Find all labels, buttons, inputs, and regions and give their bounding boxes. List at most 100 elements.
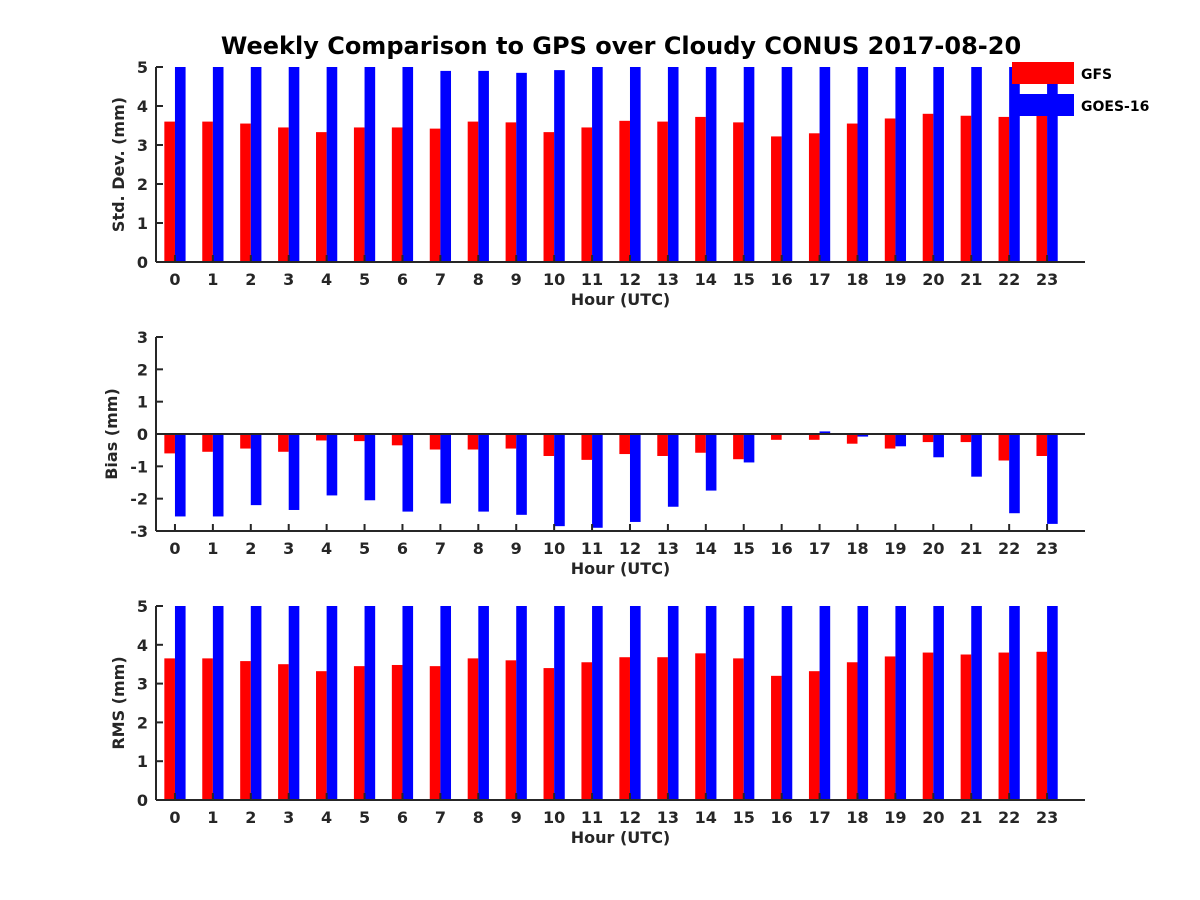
bar-goes-16-hour-16 [781, 67, 793, 262]
bar-gfs-hour-14 [695, 434, 706, 453]
bar-gfs-hour-11 [581, 662, 593, 800]
x-tick-label: 13 [657, 270, 679, 289]
y-tick-label: 3 [137, 675, 148, 694]
x-tick-label: 9 [511, 808, 522, 827]
bar-goes-16-hour-6 [402, 67, 414, 262]
x-tick-label: 18 [846, 539, 868, 558]
x-tick-label: 19 [884, 539, 906, 558]
x-axis-label: Hour (UTC) [571, 290, 671, 309]
legend: GFS GOES-16 [1012, 62, 1149, 116]
bar-goes-16-hour-5 [364, 606, 376, 800]
legend-swatch-gfs [1012, 62, 1074, 84]
bar-gfs-hour-15 [733, 658, 744, 800]
x-tick-label: 1 [207, 539, 218, 558]
y-axis-label: RMS (mm) [109, 656, 128, 749]
x-tick-label: 21 [960, 808, 982, 827]
bar-gfs-hour-9 [505, 660, 517, 800]
x-tick-label: 10 [543, 539, 565, 558]
y-tick-label: -3 [130, 522, 148, 541]
bar-goes-16-hour-11 [592, 67, 603, 262]
bar-goes-16-hour-22 [1009, 606, 1020, 800]
bar-goes-16-hour-8 [478, 434, 489, 512]
bar-goes-16-hour-3 [288, 606, 300, 800]
bar-gfs-hour-22 [998, 116, 1010, 262]
bar-gfs-hour-11 [581, 434, 593, 460]
bar-goes-16-hour-0 [174, 434, 186, 517]
x-axis-label: Hour (UTC) [571, 828, 671, 847]
x-tick-label: 11 [581, 270, 603, 289]
bar-gfs-hour-12 [619, 120, 630, 262]
bar-gfs-hour-10 [543, 132, 555, 262]
bar-goes-16-hour-19 [895, 67, 907, 262]
bar-goes-16-hour-4 [326, 434, 338, 496]
x-tick-label: 3 [283, 808, 294, 827]
x-tick-label: 13 [657, 539, 679, 558]
bar-gfs-hour-20 [922, 113, 934, 262]
x-tick-label: 22 [998, 270, 1020, 289]
bar-goes-16-hour-13 [667, 67, 679, 262]
bar-gfs-hour-13 [657, 121, 668, 262]
x-tick-label: 10 [543, 808, 565, 827]
y-axis-label: Std. Dev. (mm) [109, 97, 128, 232]
bar-gfs-hour-8 [467, 658, 479, 800]
bar-gfs-hour-19 [884, 434, 896, 449]
x-tick-label: 0 [169, 270, 180, 289]
bar-gfs-hour-23 [1036, 115, 1048, 262]
bar-goes-16-hour-4 [326, 67, 338, 262]
x-tick-label: 16 [771, 808, 793, 827]
bar-goes-16-hour-3 [288, 67, 300, 262]
bar-gfs-hour-21 [960, 115, 972, 262]
bar-gfs-hour-21 [960, 434, 972, 443]
legend-swatch-goes-16 [1012, 94, 1074, 116]
bar-gfs-hour-7 [429, 128, 441, 262]
x-tick-label: 20 [922, 270, 944, 289]
bar-goes-16-hour-12 [629, 67, 641, 262]
bar-goes-16-hour-19 [895, 434, 907, 447]
bar-gfs-hour-19 [884, 656, 896, 800]
y-tick-label: 0 [137, 425, 148, 444]
bar-goes-16-hour-6 [402, 434, 414, 512]
bar-goes-16-hour-6 [402, 606, 414, 800]
bar-goes-16-hour-18 [857, 67, 869, 262]
bar-goes-16-hour-11 [592, 434, 603, 528]
bar-goes-16-hour-2 [250, 606, 262, 800]
bar-goes-16-hour-23 [1047, 434, 1058, 524]
bar-gfs-hour-18 [846, 434, 858, 444]
x-tick-label: 15 [733, 270, 755, 289]
bar-goes-16-hour-22 [1009, 67, 1020, 262]
bar-gfs-hour-9 [505, 434, 517, 449]
x-tick-label: 16 [771, 539, 793, 558]
y-tick-label: 4 [137, 636, 148, 655]
bar-gfs-hour-12 [619, 434, 630, 455]
bar-gfs-hour-3 [278, 434, 289, 452]
x-tick-label: 1 [207, 808, 218, 827]
bar-goes-16-hour-21 [971, 606, 982, 800]
x-tick-label: 18 [846, 270, 868, 289]
x-tick-label: 2 [245, 539, 256, 558]
bar-gfs-hour-3 [278, 127, 289, 262]
bar-gfs-hour-0 [164, 121, 175, 262]
bar-gfs-hour-0 [164, 434, 175, 454]
y-tick-label: -2 [130, 490, 148, 509]
bar-goes-16-hour-20 [933, 434, 944, 458]
x-tick-label: 0 [169, 539, 180, 558]
bar-gfs-hour-9 [505, 122, 517, 262]
bar-goes-16-hour-18 [857, 606, 869, 800]
bar-gfs-hour-2 [240, 434, 251, 449]
y-tick-label: 1 [137, 214, 148, 233]
bar-gfs-hour-4 [316, 671, 327, 800]
x-tick-label: 2 [245, 808, 256, 827]
bar-goes-16-hour-21 [971, 67, 982, 262]
bar-goes-16-hour-10 [554, 434, 565, 527]
bar-gfs-hour-15 [733, 434, 744, 460]
y-tick-label: 2 [137, 360, 148, 379]
x-tick-label: 23 [1036, 808, 1058, 827]
bar-gfs-hour-10 [543, 668, 555, 800]
bar-goes-16-hour-4 [326, 606, 338, 800]
x-tick-label: 5 [359, 808, 370, 827]
x-tick-label: 14 [695, 270, 717, 289]
x-tick-label: 7 [435, 539, 446, 558]
bar-gfs-hour-1 [202, 658, 213, 800]
x-tick-label: 14 [695, 539, 717, 558]
